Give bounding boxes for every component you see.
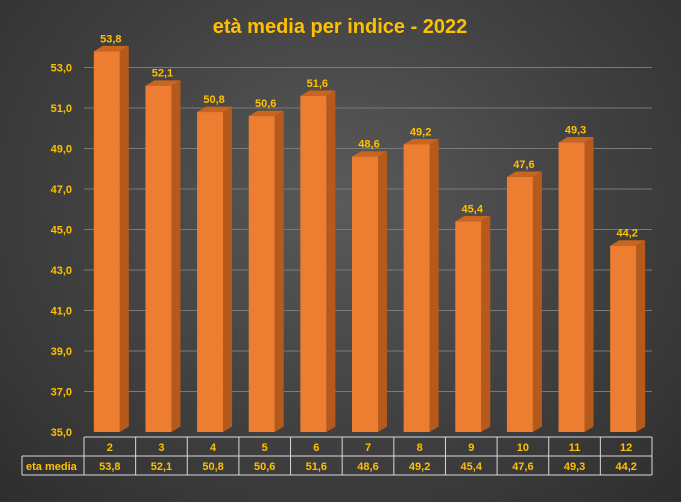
bar-11 — [558, 137, 594, 433]
y-tick-label: 51,0 — [51, 103, 72, 115]
bar-7 — [352, 151, 387, 432]
bar-top — [455, 216, 491, 222]
y-tick-label: 53,0 — [51, 63, 72, 75]
y-tick-label: 35,0 — [51, 427, 72, 439]
bar-top — [506, 171, 542, 177]
bar-front — [558, 142, 585, 433]
bars — [93, 45, 646, 433]
bar-front — [455, 221, 482, 432]
bar-5 — [248, 110, 284, 432]
data-label: 44,2 — [616, 228, 637, 240]
bar-2 — [93, 45, 129, 433]
table-value-cell: 50,6 — [254, 461, 275, 473]
data-label: 53,8 — [100, 33, 121, 45]
bar-side — [429, 139, 439, 433]
bar-front — [506, 176, 533, 432]
bar-side — [326, 90, 336, 432]
bar-side — [378, 151, 387, 432]
bar-12 — [610, 240, 646, 432]
bar-top — [248, 110, 284, 117]
category-label: 5 — [262, 442, 268, 454]
bar-front — [352, 156, 378, 432]
category-label: 12 — [620, 442, 632, 454]
bar-4 — [197, 106, 233, 433]
bar-front — [248, 116, 275, 432]
category-label: 10 — [517, 442, 529, 454]
bar-9 — [455, 216, 491, 432]
data-label: 50,8 — [203, 94, 224, 106]
bar-side — [223, 106, 233, 433]
table-value-cell: 48,6 — [357, 461, 378, 473]
bar-10 — [506, 171, 542, 432]
data-label: 45,4 — [462, 203, 484, 215]
y-tick-label: 41,0 — [51, 306, 72, 318]
bar-side — [274, 110, 284, 432]
table-value-cell: 52,1 — [151, 461, 172, 473]
bar-8 — [403, 139, 439, 433]
data-labels: 53,8 52,1 50,8 50,6 51,6 48,6 49,2 45,4 47,6 49,3… — [100, 33, 638, 239]
table-value-cell: 44,2 — [615, 461, 636, 473]
y-axis-ticks: 35,0 37,0 39,0 41,0 43,0 45,0 47,0 49,0 51,0 53,0 — [51, 63, 72, 440]
bar-top — [300, 90, 336, 96]
data-label: 51,6 — [307, 78, 328, 90]
y-tick-label: 37,0 — [51, 387, 72, 399]
bar-front — [300, 95, 327, 432]
series-name-cell: eta media — [26, 461, 78, 473]
category-label: 8 — [417, 442, 423, 454]
data-label: 52,1 — [152, 68, 173, 80]
bar-side — [584, 137, 594, 432]
y-tick-label: 43,0 — [51, 265, 72, 277]
chart-title: età media per indice - 2022 — [213, 16, 468, 38]
data-label: 47,6 — [513, 159, 534, 171]
bar-top — [610, 240, 646, 246]
data-label: 49,2 — [410, 126, 431, 138]
table-value-cell: 47,6 — [512, 461, 533, 473]
category-label: 11 — [569, 442, 581, 454]
bar-front — [610, 245, 637, 432]
y-tick-label: 39,0 — [51, 346, 72, 358]
bar-top — [403, 139, 439, 145]
bar-front — [93, 51, 120, 433]
bar-side — [171, 80, 181, 432]
table-value-cell: 45,4 — [461, 461, 483, 473]
category-label: 3 — [158, 442, 164, 454]
bar-top — [93, 45, 129, 52]
table-value-cell: 49,2 — [409, 461, 430, 473]
bar-side — [119, 45, 129, 433]
data-table: eta media 2 53,8 3 52,1 4 50,8 5 50,6 6 51,6 7 48,6 8… — [21, 436, 653, 476]
table-value-cell: 50,8 — [202, 461, 223, 473]
bar-side — [636, 240, 646, 432]
data-label: 49,3 — [565, 124, 586, 136]
y-tick-label: 45,0 — [51, 225, 72, 237]
bar-front — [145, 85, 172, 432]
y-tick-label: 47,0 — [51, 184, 72, 196]
bar-front — [403, 144, 430, 432]
bar-top — [197, 106, 233, 113]
category-label: 6 — [313, 442, 319, 454]
bar-side — [532, 171, 542, 432]
bar-top — [352, 151, 387, 157]
table-value-cell: 53,8 — [99, 461, 120, 473]
bar-front — [197, 112, 224, 433]
data-label: 48,6 — [358, 139, 379, 151]
category-label: 7 — [365, 442, 371, 454]
table-value-cell: 51,6 — [306, 461, 327, 473]
category-label: 2 — [107, 442, 113, 454]
bar-3 — [145, 80, 181, 432]
bar-6 — [300, 90, 336, 432]
category-label: 4 — [210, 442, 217, 454]
category-label: 9 — [468, 442, 474, 454]
bar-side — [481, 216, 491, 432]
bar-top — [145, 80, 181, 86]
data-label: 50,6 — [255, 98, 276, 110]
table-value-cell: 49,3 — [564, 461, 585, 473]
y-tick-label: 49,0 — [51, 144, 72, 156]
bar-top — [558, 137, 594, 143]
